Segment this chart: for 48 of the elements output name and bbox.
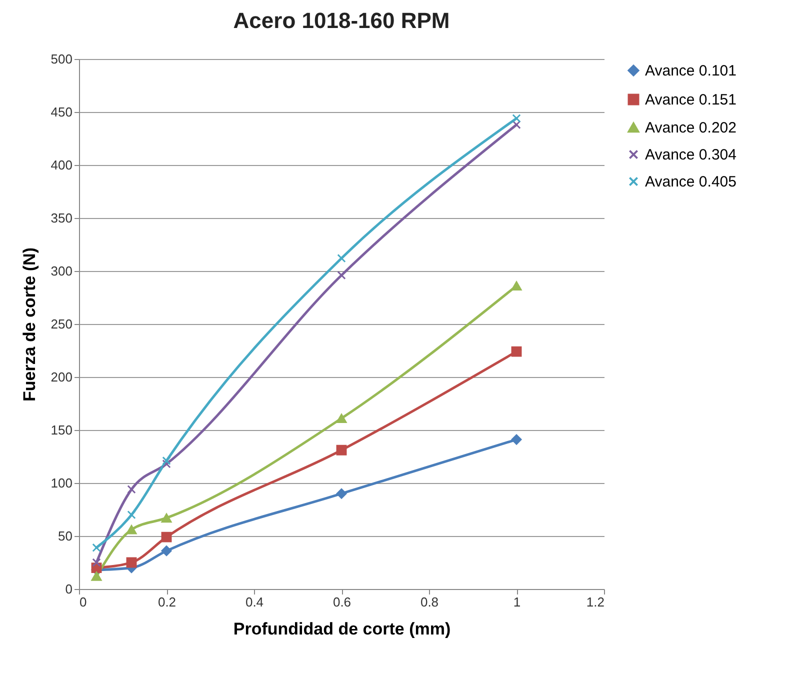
point (127, 485, 136, 494)
point (336, 488, 347, 499)
point (92, 543, 101, 552)
y-tick-label: 400 (50, 158, 72, 172)
y-tick-label: 250 (50, 316, 72, 332)
x-tick-label: 0.4 (245, 594, 264, 610)
point (336, 444, 347, 456)
x-tick-label: 1 (513, 594, 521, 610)
y-tick-label: 0 (65, 582, 72, 596)
y-tick-label: 450 (50, 104, 72, 120)
point (511, 281, 522, 290)
point (161, 546, 172, 556)
x-tick-label: 1.2 (586, 594, 604, 610)
x-tick-label: 0 (80, 594, 87, 610)
point (161, 513, 172, 523)
point (336, 414, 347, 423)
point (126, 525, 137, 534)
y-tick-label: 100 (50, 476, 72, 490)
y-tick-label: 150 (50, 422, 72, 438)
point (337, 254, 346, 263)
y-tick-label: 50 (58, 528, 72, 544)
legend-label: Avance 0.101 (645, 62, 736, 80)
point (161, 532, 172, 542)
point (511, 346, 522, 357)
y-tick-label: 500 (50, 52, 72, 66)
y-axis-title: Fuerza de corte (N) (20, 248, 39, 402)
point (162, 460, 171, 468)
x-tick-label: 0.2 (158, 594, 176, 610)
chart-title: Acero 1018-160 RPM (233, 8, 450, 33)
x-tick-label: 0.8 (420, 594, 439, 610)
point (511, 434, 522, 445)
y-tick-label: 300 (50, 264, 72, 278)
point (512, 120, 521, 130)
point (92, 558, 101, 567)
x-axis-title: Profundidad de corte (mm) (233, 620, 451, 638)
point (162, 456, 171, 466)
point (91, 572, 102, 581)
point (512, 114, 521, 123)
legend-label: Avance 0.202 (645, 120, 736, 136)
legend-label: Avance 0.405 (645, 174, 736, 190)
point (127, 510, 136, 520)
point (126, 557, 137, 568)
x-tick-label: 0.6 (332, 594, 352, 610)
point (337, 270, 346, 280)
y-tick-label: 200 (50, 370, 72, 384)
y-tick-label: 350 (50, 210, 72, 226)
legend-label: Avance 0.304 (645, 146, 736, 164)
legend-label: Avance 0.151 (645, 92, 736, 108)
